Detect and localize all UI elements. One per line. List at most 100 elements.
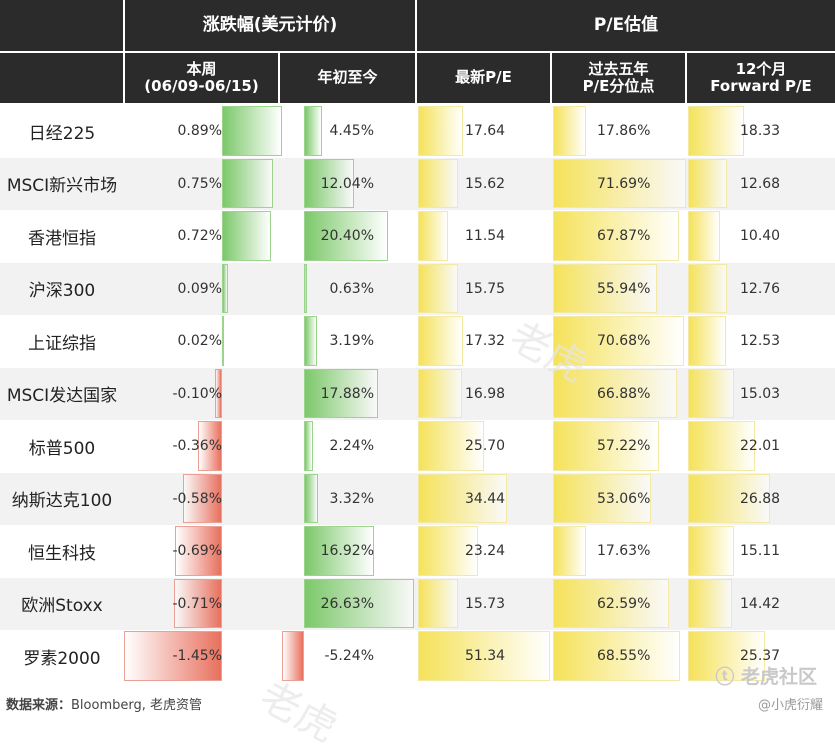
bar-pe-percentile [553,526,586,576]
value-week: -0.69% [172,543,222,559]
bar-ytd [304,263,307,313]
bar-latest-pe [418,421,485,471]
header-week-range: (06/09-06/15) [144,77,259,95]
value-ytd: 17.88% [320,385,374,402]
value-week: -0.71% [172,595,222,612]
value-fwd-pe: 10.40 [740,228,781,244]
header-name-col [0,53,123,103]
value-fwd-pe: 18.33 [740,123,781,139]
value-latest-pe: 25.70 [465,438,506,454]
value-ytd: 20.40% [320,228,374,244]
bar-latest-pe [418,316,463,366]
value-pe-percentile: 57.22% [597,438,651,454]
source-label: 数据来源： [6,698,72,713]
value-ytd: 12.04% [320,175,374,192]
bar-latest-pe [418,368,462,418]
row-label: 香港恒指 [28,228,96,249]
header-pe5y-title1: 过去五年 [588,59,649,78]
bar-pe-percentile [553,211,679,261]
value-latest-pe: 11.54 [465,228,506,244]
bar-week [174,578,222,628]
bar-pe-percentile [553,578,670,628]
bar-fwd-pe [688,631,766,681]
header-latest-pe-title: 最新P/E [455,68,512,87]
header-fwd-title2: Forward P/E [710,77,812,95]
row-label: 罗素2000 [23,648,101,669]
bar-fwd-pe [688,421,756,471]
bar-pe-percentile [553,368,678,418]
bar-latest-pe [418,631,550,681]
brand-logo: ⓣ 老虎社区 [715,666,817,688]
bar-latest-pe [418,106,464,156]
header-corner [0,0,123,51]
value-week: 0.75% [177,175,222,192]
bar-pe-percentile [553,158,686,208]
value-latest-pe: 51.34 [465,648,506,664]
header-pe5y: 过去五年 P/E分位点 [552,53,685,103]
bar-fwd-pe [688,578,732,628]
value-fwd-pe: 26.88 [740,490,781,507]
bar-ytd [304,526,374,576]
value-week: -0.10% [172,385,222,402]
bar-pe-percentile [553,263,657,313]
value-pe-percentile: 17.86% [597,123,651,139]
value-ytd: 4.45% [329,123,374,139]
bar-week [222,158,273,208]
header-latest-pe: 最新P/E [417,53,550,103]
bar-fwd-pe [688,526,735,576]
value-fwd-pe: 14.42 [740,595,781,612]
row-label: MSCI新兴市场 [6,176,118,197]
bar-fwd-pe [688,158,727,208]
value-week: -0.58% [172,490,222,507]
header-fwd-title1: 12个月 [735,59,787,78]
author-handle: @小虎衍耀 [757,698,823,713]
value-pe-percentile: 66.88% [597,385,651,402]
bar-week [182,473,222,523]
bar-ytd [304,368,378,418]
bar-fwd-pe [688,473,770,523]
brand-name: 老虎社区 [740,666,817,688]
value-pe-percentile: 17.63% [597,543,651,559]
bar-week [175,526,222,576]
bar-week [222,263,229,313]
value-latest-pe: 23.24 [465,543,506,559]
value-week: 0.89% [177,123,222,139]
value-pe-percentile: 62.59% [597,595,651,612]
bar-ytd [282,631,304,681]
row-label: MSCI发达国家 [6,386,118,407]
value-fwd-pe: 12.68 [740,175,781,192]
value-pe-percentile: 55.94% [597,280,651,297]
watermark-decoration-2: 老虎 [252,673,345,752]
bar-pe-percentile [553,316,685,366]
bar-week [222,106,283,156]
bar-week [222,316,224,366]
bar-latest-pe [418,473,507,523]
header-pe5y-title2: P/E分位点 [582,77,655,95]
value-latest-pe: 17.64 [465,123,506,139]
value-latest-pe: 15.62 [465,175,506,192]
bar-week [124,631,222,681]
bar-latest-pe [418,158,459,208]
value-week: -0.36% [172,438,222,454]
value-latest-pe: 16.98 [465,385,506,402]
value-fwd-pe: 15.03 [740,385,781,402]
value-fwd-pe: 22.01 [740,438,781,454]
bar-ytd [304,316,318,366]
source-note: 数据来源：Bloomberg, 老虎资管 [6,694,202,713]
bar-ytd [304,473,318,523]
value-latest-pe: 15.73 [465,595,506,612]
value-ytd: 26.63% [320,595,374,612]
bar-fwd-pe [688,106,744,156]
value-ytd: 3.32% [329,490,374,507]
bar-ytd [304,421,314,471]
bar-latest-pe [418,263,459,313]
value-ytd: 0.63% [329,280,374,297]
bar-ytd [304,211,389,261]
bar-fwd-pe [688,368,734,418]
row-label: 沪深300 [28,281,96,302]
value-latest-pe: 15.75 [465,280,506,297]
header-week-title: 本周 [186,59,217,78]
bar-fwd-pe [688,263,727,313]
row-label: 恒生科技 [28,543,96,564]
bar-pe-percentile [553,106,587,156]
